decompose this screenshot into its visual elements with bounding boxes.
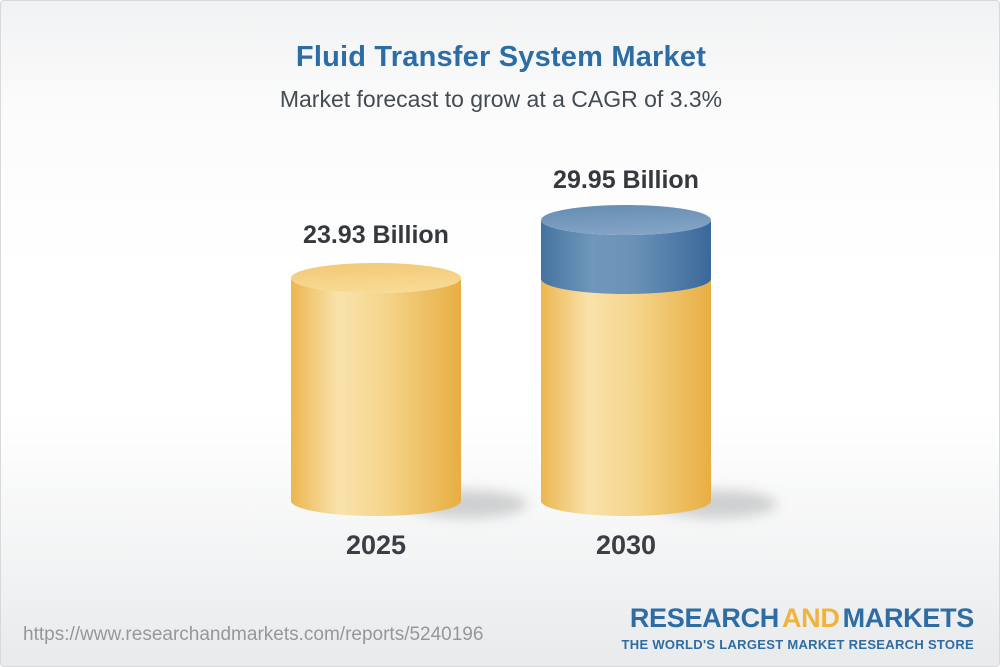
logo-word-research: RESEARCH [629, 603, 779, 633]
value-label-2025: 23.93 Billion [303, 221, 449, 249]
page-subtitle: Market forecast to grow at a CAGR of 3.3… [279, 86, 723, 112]
value-label-2030: 29.95 Billion [553, 166, 699, 194]
cylinder-2030 [541, 205, 711, 516]
logo-wordmark: RESEARCH AND MARKETS [622, 603, 974, 634]
cylinder-2025 [291, 263, 461, 516]
research-and-markets-logo: RESEARCH AND MARKETS THE WORLD'S LARGEST M… [621, 603, 975, 652]
cylinder-2030-top [541, 205, 711, 235]
page-title: Fluid Transfer System Market [295, 41, 707, 73]
source-url: https://www.researchandmarkets.com/repor… [23, 624, 484, 645]
logo-word-markets: MARKETS [842, 603, 975, 633]
cylinder-2025-side [291, 278, 461, 516]
category-label-2025: 2025 [345, 530, 407, 560]
cylinder-2030-growth-segment [541, 220, 711, 294]
category-label-2030: 2030 [595, 530, 657, 560]
logo-word-and: AND [781, 603, 840, 633]
cylinder-2025-top [291, 263, 461, 293]
logo-tagline: THE WORLD'S LARGEST MARKET RESEARCH STOR… [621, 637, 974, 652]
cylinder-2030-base-segment [541, 279, 711, 516]
